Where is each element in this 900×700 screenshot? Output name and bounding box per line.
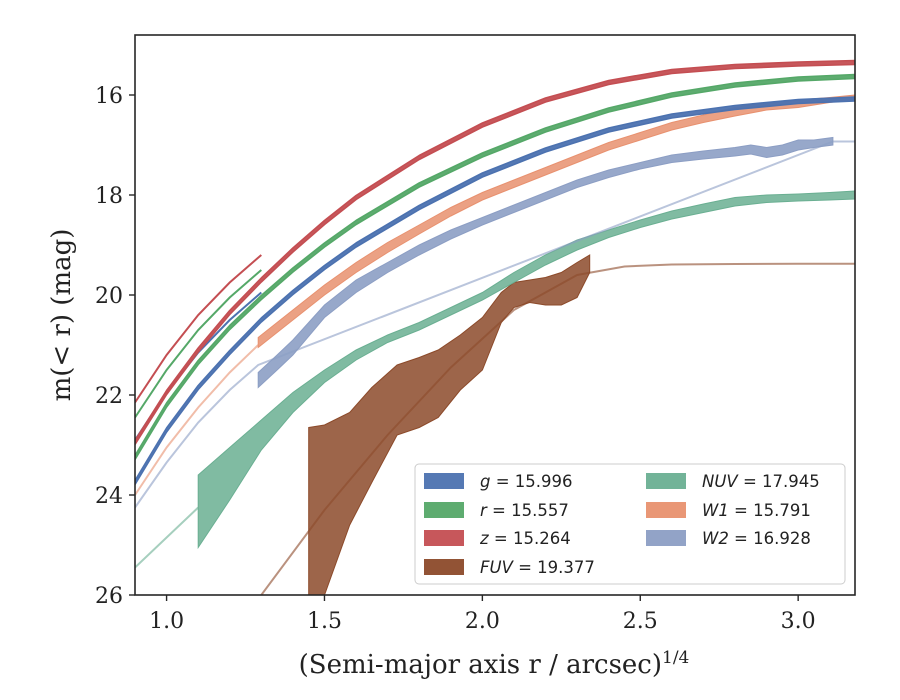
x-axis-label-superscript: 1/4 xyxy=(662,648,689,668)
x-tick-label: 1.5 xyxy=(307,609,342,634)
series-w1-model-line xyxy=(135,344,259,496)
y-axis-label: m(< r) (mag) xyxy=(47,229,77,402)
series-w1 xyxy=(135,94,855,496)
series-z-band xyxy=(135,59,855,446)
y-tick-label: 26 xyxy=(95,584,123,609)
x-tick-label: 3.0 xyxy=(781,609,816,634)
series-r xyxy=(135,73,855,461)
legend-item-r: r = 15.557 xyxy=(424,501,569,520)
legend-label: z = 15.264 xyxy=(479,529,571,548)
legend-item-g: g = 15.996 xyxy=(424,472,573,491)
y-tick-label: 16 xyxy=(95,84,123,109)
series-nuv-model-line xyxy=(135,506,199,569)
legend-swatch xyxy=(646,502,686,518)
series-layer xyxy=(135,59,855,595)
series-nuv-band xyxy=(197,190,855,550)
series-z xyxy=(135,59,855,446)
legend-item-w1: W1 = 15.791 xyxy=(646,501,811,520)
x-tick-label: 1.0 xyxy=(149,609,184,634)
legend-item-fuv: FUV = 19.377 xyxy=(424,558,595,577)
legend-swatch xyxy=(424,530,464,546)
legend-swatch xyxy=(646,530,686,546)
legend-swatch xyxy=(646,473,686,489)
x-tick-label: 2.5 xyxy=(623,609,658,634)
series-r-band xyxy=(135,73,855,461)
series-z-outer-line xyxy=(135,254,262,404)
series-w2 xyxy=(135,136,855,509)
y-tick-label: 24 xyxy=(95,484,123,509)
legend-label: g = 15.996 xyxy=(480,472,573,491)
legend: g = 15.996 r = 15.557 z = 15.264 FUV = 19.3… xyxy=(414,463,846,585)
legend-label: W2 = 16.928 xyxy=(702,529,811,548)
legend-label: r = 15.557 xyxy=(480,501,569,520)
legend-swatch xyxy=(424,559,464,575)
axes-layer: 1.0 1.5 2.0 2.5 3.0 16 18 20 22 24 26 xyxy=(95,84,816,634)
legend-item-z: z = 15.264 xyxy=(424,529,571,548)
x-tick-label: 2.0 xyxy=(465,609,500,634)
x-axis-label: (Semi-major axis r / arcsec)1/4 xyxy=(299,648,690,680)
series-r-outer-line xyxy=(135,269,262,419)
series-w1-band xyxy=(257,94,855,349)
series-nuv xyxy=(135,190,855,569)
legend-item-w2: W2 = 16.928 xyxy=(646,529,811,548)
series-w2-band xyxy=(257,136,834,389)
series-fuv-band xyxy=(308,254,591,595)
y-tick-label: 20 xyxy=(95,284,123,309)
legend-label: NUV = 17.945 xyxy=(702,472,820,491)
legend-label: FUV = 19.377 xyxy=(480,558,595,577)
series-fuv xyxy=(260,254,855,595)
series-g-band xyxy=(135,96,855,486)
y-tick-label: 22 xyxy=(95,384,123,409)
legend-swatch xyxy=(424,502,464,518)
legend-frame xyxy=(414,463,846,585)
plot-frame xyxy=(134,34,856,596)
legend-label: W1 = 15.791 xyxy=(702,501,811,520)
legend-item-nuv: NUV = 17.945 xyxy=(646,472,820,491)
y-tick-label: 18 xyxy=(95,184,123,209)
legend-swatch xyxy=(424,473,464,489)
